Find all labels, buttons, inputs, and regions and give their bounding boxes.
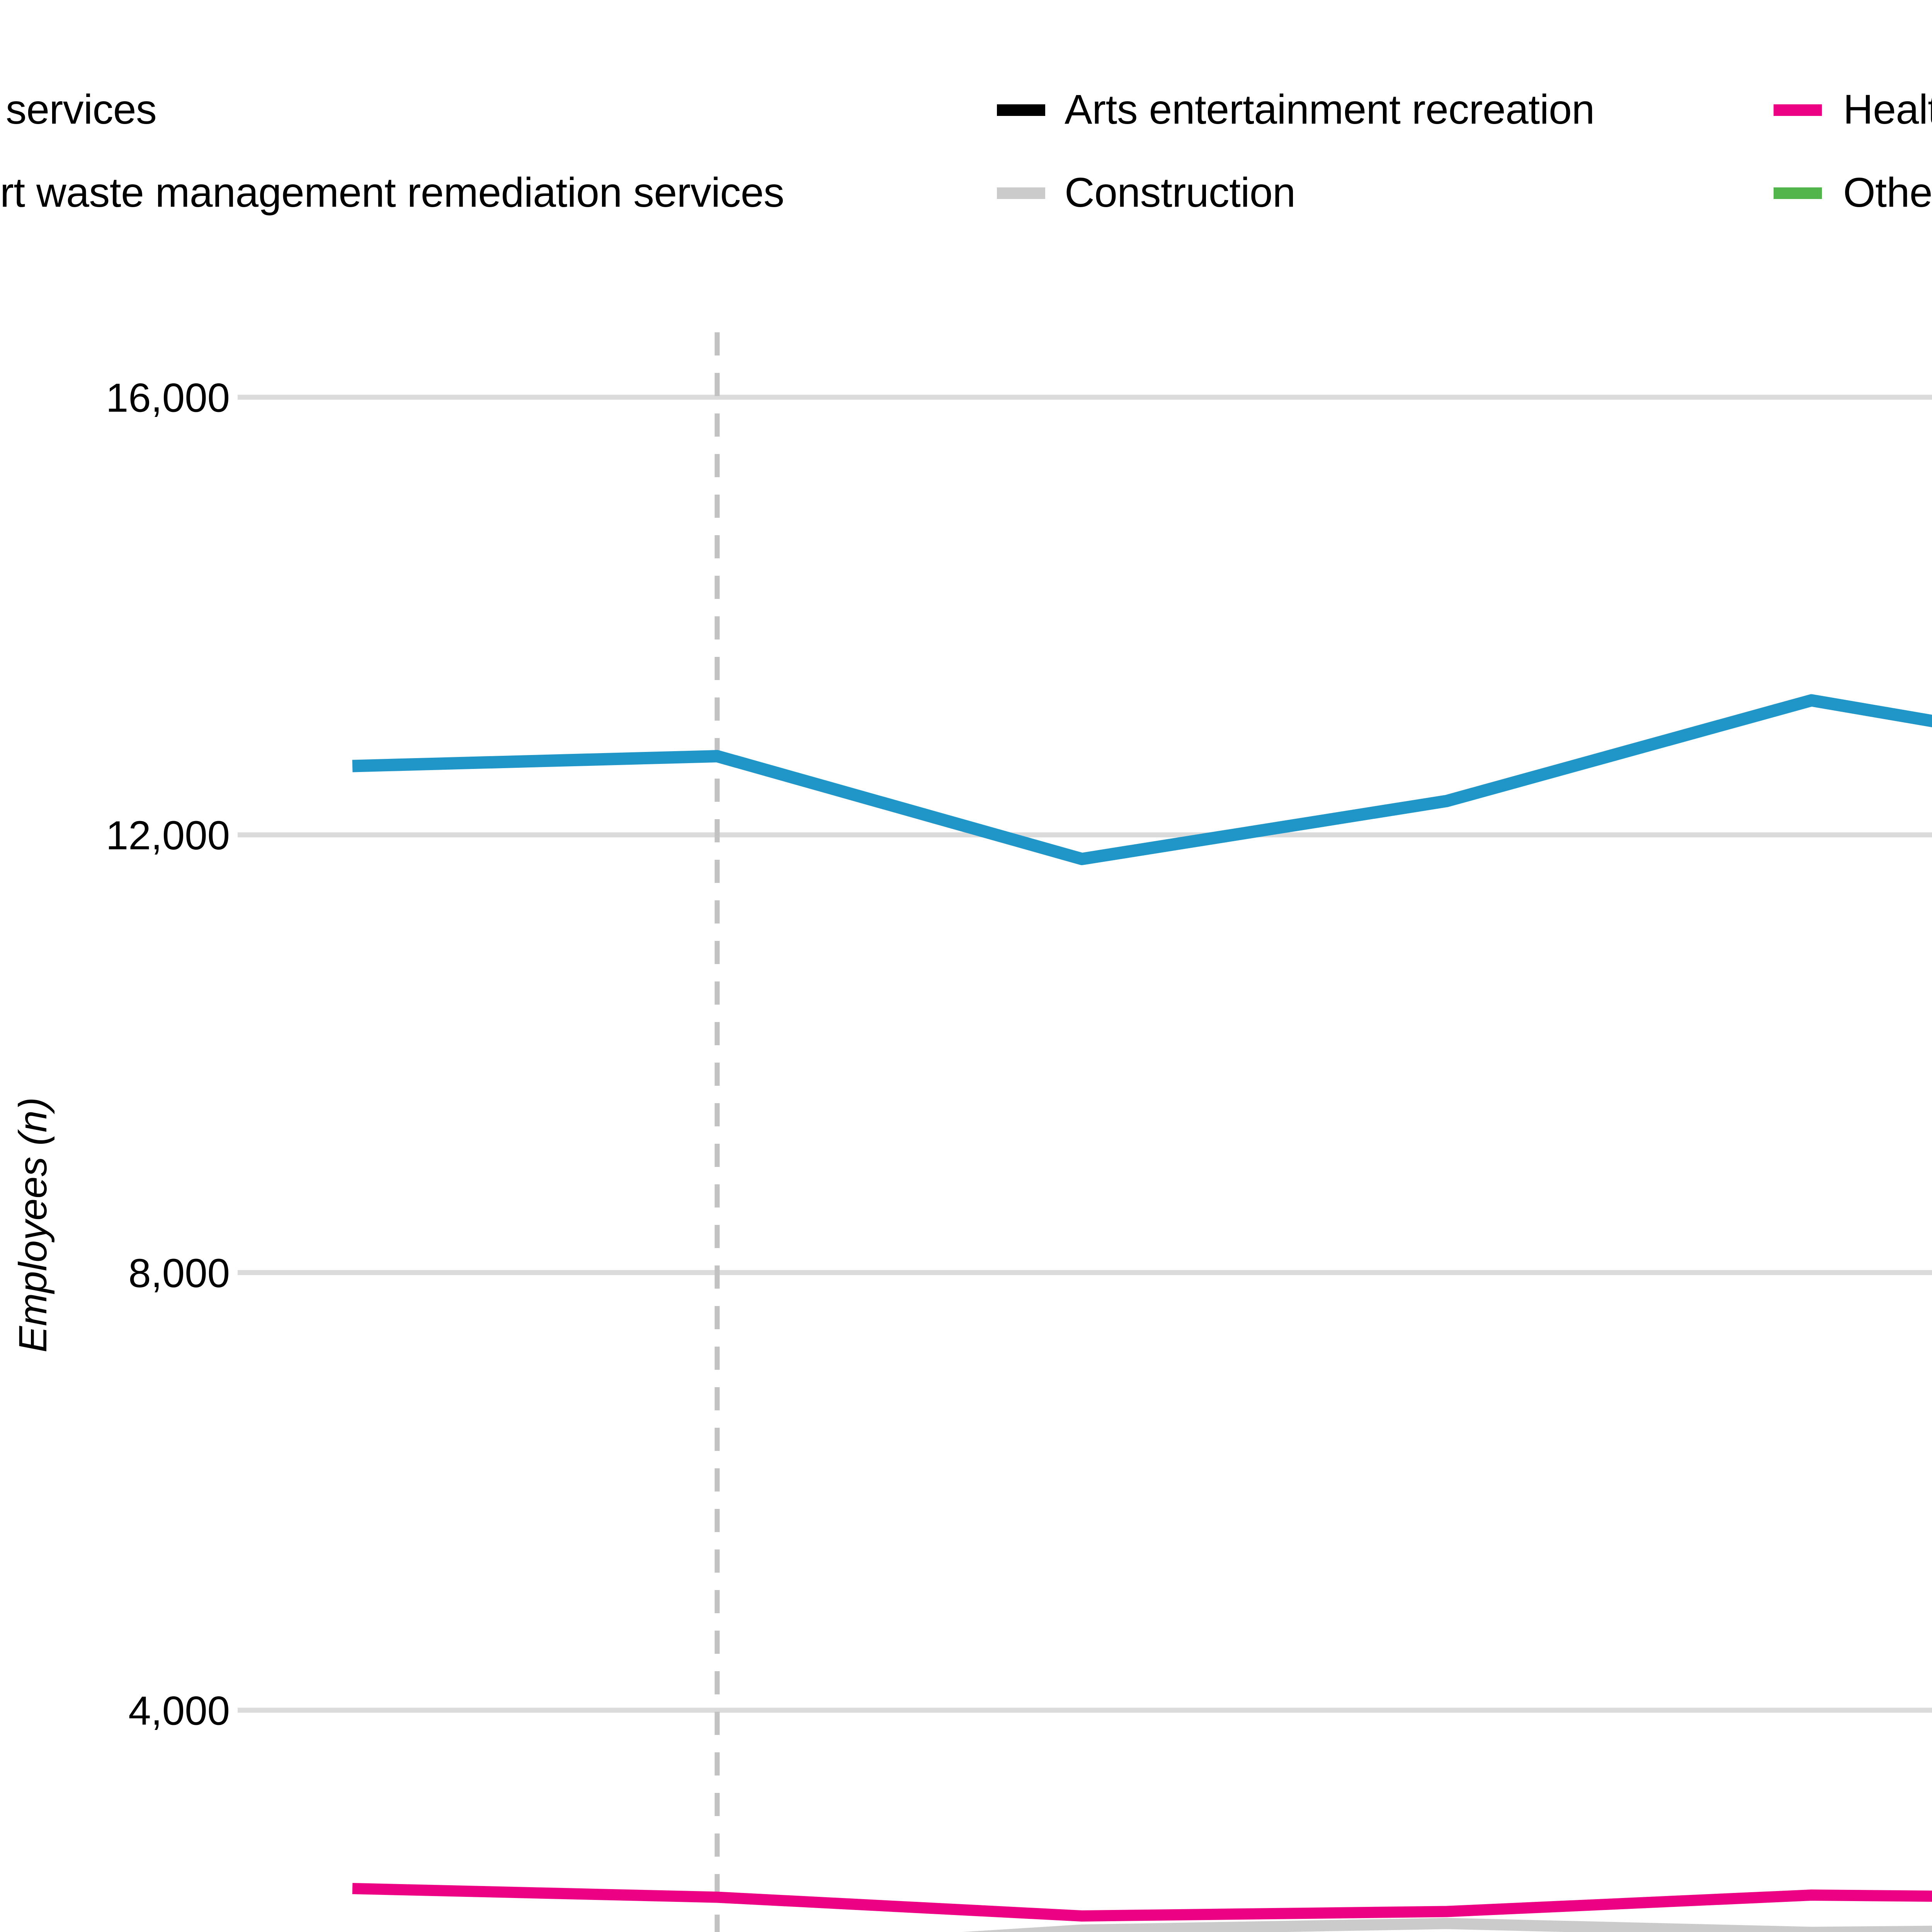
y-tick-label: 8,000 bbox=[128, 1251, 230, 1296]
y-tick-label: 12,000 bbox=[106, 813, 230, 858]
legend-swatch-construction bbox=[997, 187, 1045, 199]
legend-label-healthcare: Health care social assistance bbox=[1843, 87, 1932, 133]
legend-swatch-healthcare bbox=[1774, 104, 1822, 116]
legend-label-accommodation: services bbox=[6, 87, 157, 133]
legend-swatch-arts bbox=[997, 104, 1045, 116]
series-line-construction bbox=[962, 1918, 1932, 1932]
legend-swatch-other-services bbox=[1774, 187, 1822, 199]
series-line-health-care-social-assistance bbox=[352, 1883, 1932, 1922]
legend-label-arts: Arts entertainment recreation bbox=[1065, 87, 1595, 133]
y-tick-label: 16,000 bbox=[106, 376, 230, 421]
y-axis-title: Employees (n) bbox=[10, 1097, 55, 1353]
legend-label-other-services: Other services except public administrat… bbox=[1843, 170, 1932, 216]
y-tick-label: 4,000 bbox=[128, 1688, 230, 1733]
legend-label-construction: Construction bbox=[1065, 170, 1296, 216]
series-line-services bbox=[352, 694, 1932, 866]
legend-label-admin-waste: rt waste management remediation services bbox=[0, 170, 784, 216]
